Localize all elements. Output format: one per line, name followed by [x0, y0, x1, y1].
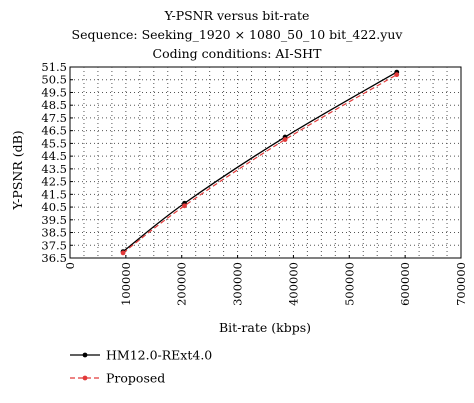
y-tick-label: 39.5: [41, 213, 67, 227]
y-tick-label: 51.5: [41, 60, 67, 74]
y-tick-label: 36.5: [41, 251, 67, 265]
series-layer: [120, 69, 400, 256]
x-tick-label: 200000: [175, 262, 189, 306]
plot-area: [69, 66, 462, 259]
data-point-proposed: [182, 203, 187, 209]
y-tick-label: 45.5: [41, 136, 67, 150]
y-tick-label: 49.5: [41, 85, 67, 99]
x-tick-label: 500000: [342, 262, 356, 306]
x-tick-label: 600000: [398, 262, 412, 306]
y-tick-label: 42.5: [41, 175, 67, 189]
x-axis-label: Bit-rate (kbps): [219, 320, 311, 335]
y-axis-label: Y-PSNR (dB): [10, 130, 25, 210]
y-tick-label: 38.5: [41, 226, 67, 240]
chart-subtitle-conditions: Coding conditions: AI-SHT: [153, 46, 323, 61]
x-tick-label: 0: [63, 262, 77, 269]
x-tick-label: 300000: [231, 262, 245, 306]
series-line-hm12: [122, 71, 398, 253]
y-tick-label: 40.5: [41, 200, 67, 214]
legend-label: Proposed: [106, 371, 165, 386]
chart-title-group: Y-PSNR versus bit-rate Sequence: Seeking…: [72, 8, 404, 61]
x-axis-ticks: 0 100000 200000 300000 400000 500000 600000 700…: [63, 255, 468, 306]
chart-title: Y-PSNR versus bit-rate: [164, 8, 310, 23]
data-point-proposed: [282, 137, 288, 142]
x-tick-label: 700000: [454, 262, 468, 306]
legend-swatch-marker: [82, 375, 88, 381]
y-tick-label: 41.5: [41, 187, 67, 201]
legend-swatch-marker: [82, 352, 88, 358]
data-point-proposed: [394, 72, 400, 78]
y-tick-label: 43.5: [41, 162, 67, 176]
legend: HM12.0-RExt4.0 Proposed: [70, 348, 212, 386]
x-tick-label: 100000: [119, 262, 133, 306]
y-tick-label: 48.5: [41, 98, 67, 112]
chart-subtitle-sequence: Sequence: Seeking_1920 × 1080_50_10 bit_…: [72, 27, 404, 42]
data-point-proposed: [120, 250, 126, 256]
y-tick-label: 46.5: [41, 124, 67, 138]
y-tick-label: 50.5: [41, 73, 67, 87]
y-axis-ticks: 36.537.538.539.540.541.542.543.544.545.5…: [41, 60, 73, 265]
x-tick-label: 400000: [286, 262, 300, 306]
legend-label: HM12.0-RExt4.0: [106, 348, 212, 363]
y-tick-label: 37.5: [41, 238, 67, 252]
y-tick-label: 44.5: [41, 149, 67, 163]
y-tick-label: 47.5: [41, 111, 67, 125]
